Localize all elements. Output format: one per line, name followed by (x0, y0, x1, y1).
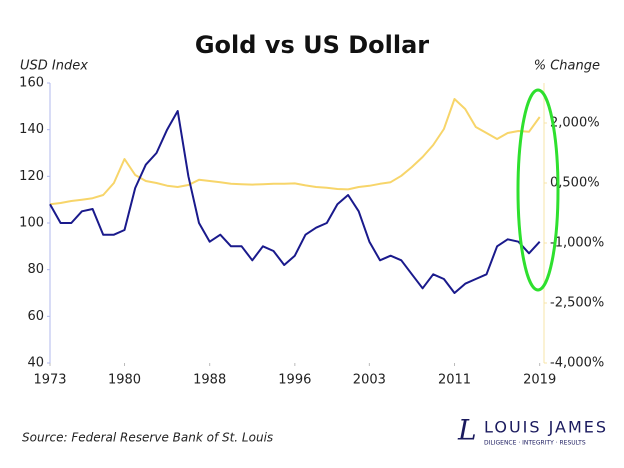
y2-axis-label: % Change (534, 59, 600, 74)
y-tick-label: 100 (19, 216, 44, 231)
y-axis-label: USD Index (20, 59, 88, 74)
y-tick-label: 120 (19, 169, 44, 184)
x-tick-label: 1996 (278, 373, 311, 388)
x-tick-label: 1988 (193, 373, 226, 388)
y-tick-label: 80 (27, 262, 44, 277)
logo: LOUIS JAMES (484, 418, 608, 437)
source: Source: Federal Reserve Bank of St. Loui… (22, 431, 273, 445)
y2-tick-label: -1,000% (550, 236, 604, 251)
x-tick-label: 1980 (108, 373, 141, 388)
x-tick-label: 2011 (438, 373, 471, 388)
highlight-ellipse (516, 88, 560, 292)
y2-tick-label: 2,000% (550, 116, 600, 131)
series-line (49, 98, 541, 206)
y-tick-label: 60 (27, 309, 44, 324)
logo-mark: L (457, 414, 477, 447)
y-tick-label: 140 (19, 122, 44, 137)
x-tick-label: 1973 (33, 373, 66, 388)
x-tick-label: 2019 (523, 373, 556, 388)
y2-tick-label: 0,500% (550, 176, 600, 191)
y2-tick-label: -2,500% (550, 296, 604, 311)
plot: 40 60 80 100 120 140 160 -4,000% -2,500% -1,000% 0… (19, 76, 604, 388)
series-line (49, 110, 541, 294)
y-tick-label: 40 (27, 356, 44, 371)
y-tick-label: 160 (19, 76, 44, 91)
x-tick-label: 2003 (353, 373, 386, 388)
logo-tagline: DILIGENCE · INTEGRITY · RESULTS (484, 440, 586, 447)
y2-tick-label: -4,000% (550, 356, 604, 371)
chart-title: Gold vs US Dollar (195, 31, 429, 59)
